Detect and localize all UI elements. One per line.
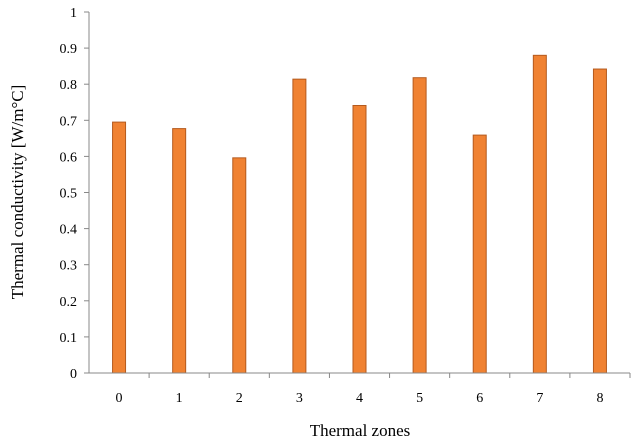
y-tick-label: 0 [70,367,77,382]
bar-zone-2 [232,157,247,374]
x-tick-label: 6 [476,391,483,406]
bar-zone-3 [292,78,307,374]
y-tick-label: 0.5 [60,187,78,202]
y-tick-label: 0.1 [60,331,78,346]
bar-zone-5 [412,77,427,374]
bar-series [112,54,607,374]
y-axis-ticks: 0 0.1 0.2 0.3 0.4 0.5 0.6 0.7 0.8 0.9 1 [60,6,89,382]
bar-zone-7 [532,54,547,374]
x-axis-ticks: 0 1 2 3 4 5 6 7 8 [116,373,631,406]
x-tick-label: 7 [536,391,543,406]
x-tick-label: 1 [176,391,183,406]
bar-zone-0 [112,121,127,374]
bar-zone-1 [172,128,187,374]
x-tick-label: 0 [116,391,123,406]
y-tick-label: 0.7 [60,114,78,129]
x-tick-label: 3 [296,391,303,406]
bar-zone-4 [352,104,367,374]
y-tick-label: 0.3 [60,259,78,274]
bar-zone-8 [592,68,607,374]
y-tick-label: 0.6 [60,150,78,165]
y-tick-label: 0.2 [60,295,78,310]
x-tick-label: 2 [236,391,243,406]
y-axis-title: Thermal conductivity [W/m°C] [8,85,27,300]
y-tick-label: 1 [70,6,77,21]
x-tick-label: 8 [596,391,603,406]
y-tick-label: 0.9 [60,42,78,57]
y-tick-label: 0.4 [60,223,78,238]
x-tick-label: 5 [416,391,423,406]
bar-zone-6 [472,134,487,374]
x-tick-label: 4 [356,391,363,406]
x-axis-title: Thermal zones [310,421,411,440]
y-tick-label: 0.8 [60,78,78,93]
